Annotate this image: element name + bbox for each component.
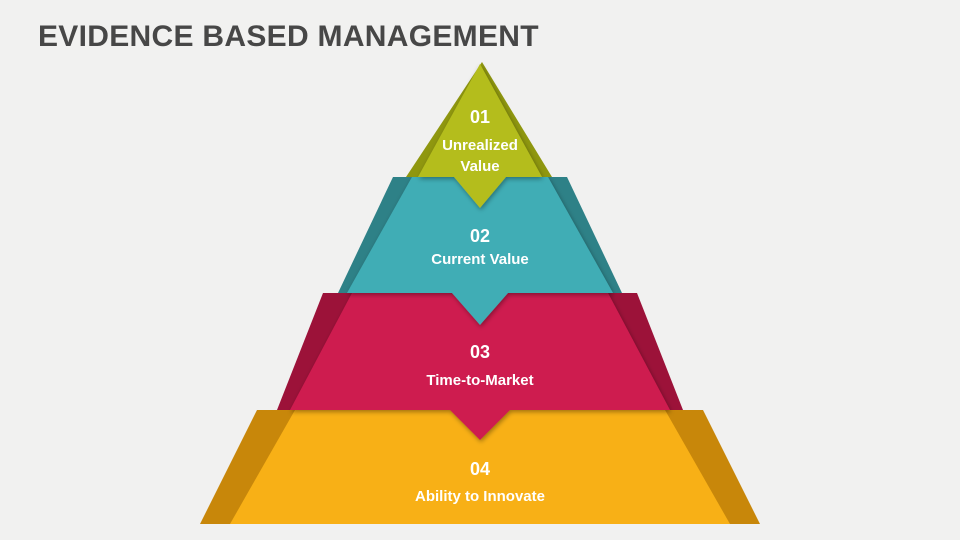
pyramid-level-4-shape <box>230 410 730 524</box>
pyramid-level-1-shape <box>418 64 542 208</box>
pyramid-level-3 <box>277 293 683 440</box>
pyramid-level-2-label: Current Value <box>431 251 529 268</box>
pyramid-level-3-number: 03 <box>470 342 490 362</box>
pyramid-level-1-label-line1: Unrealized <box>442 137 518 154</box>
pyramid-level-2-shape <box>347 177 613 325</box>
slide-title: EVIDENCE BASED MANAGEMENT <box>38 20 539 53</box>
pyramid-level-1-label-line2: Value <box>460 158 499 175</box>
pyramid-level-4 <box>200 410 760 524</box>
pyramid-level-3-shape <box>290 293 670 440</box>
pyramid-level-4-label: Ability to Innovate <box>415 488 545 505</box>
pyramid-level-1 <box>406 62 552 208</box>
pyramid-level-2 <box>338 177 622 325</box>
pyramid-level-2-number: 02 <box>470 226 490 246</box>
pyramid-level-3-label: Time-to-Market <box>426 372 533 389</box>
pyramid-level-1-number: 01 <box>470 107 490 127</box>
pyramid-level-4-number: 04 <box>470 459 490 479</box>
